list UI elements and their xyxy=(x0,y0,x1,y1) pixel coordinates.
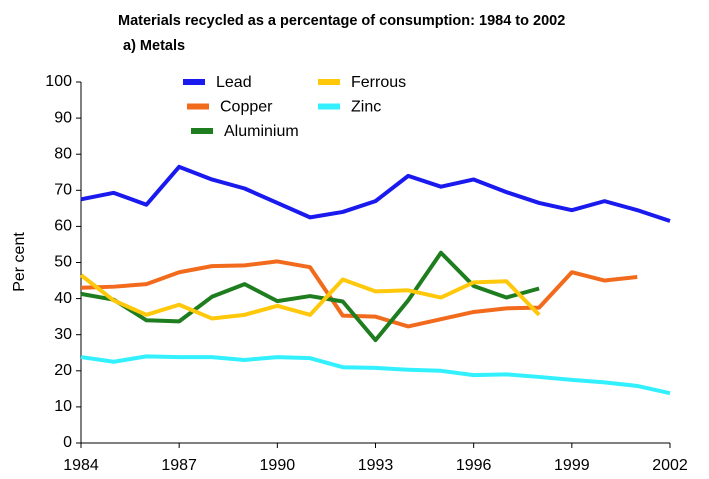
legend-label: Copper xyxy=(220,99,273,116)
y-axis-label: Per cent xyxy=(11,232,28,292)
legend-label: Ferrous xyxy=(351,74,406,91)
chart-title: Materials recycled as a percentage of co… xyxy=(118,13,565,29)
x-tick-label: 1999 xyxy=(554,457,590,474)
y-tick-label: 100 xyxy=(45,73,72,90)
legend-label: Lead xyxy=(216,74,252,91)
series-line xyxy=(79,273,541,321)
x-tick-label: 1987 xyxy=(161,457,197,474)
y-tick-label: 20 xyxy=(54,362,72,379)
legend-label: Aluminium xyxy=(224,123,299,140)
y-tick-label: 80 xyxy=(54,145,72,162)
y-tick-label: 40 xyxy=(54,290,72,307)
legend-label: Zinc xyxy=(351,99,381,116)
series-line xyxy=(80,259,638,329)
series-line xyxy=(80,164,671,223)
x-tick-label: 2002 xyxy=(652,457,688,474)
y-tick-label: 70 xyxy=(54,182,72,199)
series-line xyxy=(80,354,671,396)
x-tick-label: 1996 xyxy=(456,457,492,474)
series-line xyxy=(80,250,540,343)
y-tick-label: 30 xyxy=(54,326,72,343)
x-tick-label: 1990 xyxy=(260,457,296,474)
x-tick-label: 1993 xyxy=(358,457,394,474)
y-tick-label: 50 xyxy=(54,254,72,271)
y-tick-label: 60 xyxy=(54,218,72,235)
y-tick-label: 90 xyxy=(54,109,72,126)
x-tick-label: 1984 xyxy=(63,457,99,474)
y-tick-label: 0 xyxy=(63,434,72,451)
y-tick-label: 10 xyxy=(54,398,72,415)
chart-subtitle: a) Metals xyxy=(123,38,185,54)
